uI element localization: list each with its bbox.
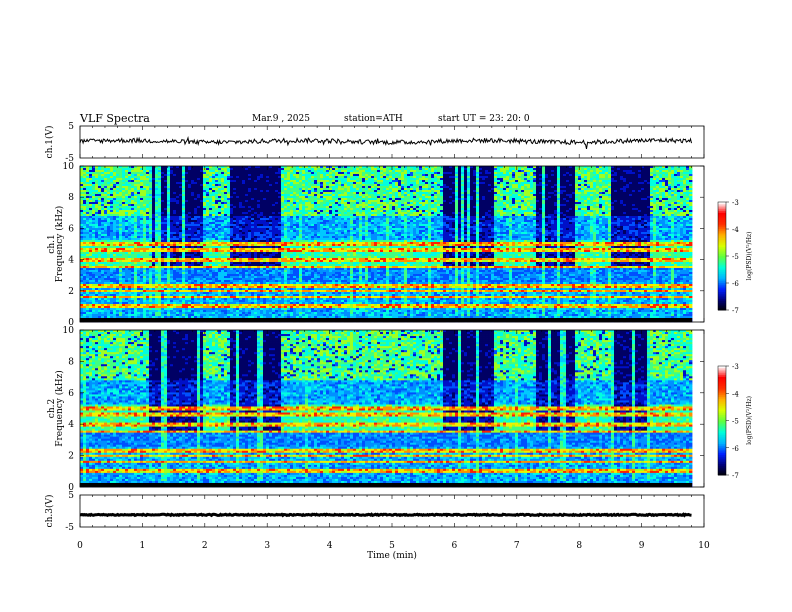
ch1-spec-ylabel: Frequency (kHz): [54, 206, 65, 283]
ch2-spectrogram: [80, 330, 692, 487]
ch1-waveform-trace: [80, 138, 692, 149]
ch1-spectrogram: [80, 166, 692, 322]
ch1-waveform-ylabel: ch.1(V): [44, 126, 55, 159]
ch2-colorbar-tick: -7: [732, 472, 739, 480]
ch1-colorbar-label: log(PSD)(V²/Hz): [746, 232, 753, 281]
ch2-colorbar-tick: -3: [732, 363, 739, 371]
w3-frame: [80, 495, 704, 527]
ch2-spec-ytick-label: 10: [63, 326, 75, 336]
xtick-label: 7: [514, 541, 520, 551]
ch3-waveform-ylabel: ch.3(V): [44, 495, 55, 528]
ch2-spec-ytick-label: 4: [68, 420, 74, 430]
ch1-spec-ytick-label: 8: [68, 193, 74, 203]
ch2-spec-ytick-label: 0: [68, 483, 74, 493]
xtick-label: 5: [389, 541, 395, 551]
ch2-colorbar-tick: -6: [732, 445, 739, 453]
ch2-spec-ytick-label: 2: [68, 452, 74, 462]
xtick-label: 9: [639, 541, 645, 551]
ch2-colorbar: [718, 366, 726, 476]
xtick-label: 2: [202, 541, 208, 551]
ch1-colorbar: [718, 202, 726, 311]
xtick-label: 3: [264, 541, 270, 551]
ch1-spec-ytick-label: 2: [68, 287, 74, 297]
ch2-colorbar-label: log(PSD)(V²/Hz): [746, 396, 753, 445]
ch1-spec-ytick-label: 6: [68, 224, 74, 234]
ch1-colorbar-tick: -4: [732, 226, 739, 234]
ch2-spec-ylabel: Frequency (kHz): [54, 370, 65, 447]
ch1-colorbar-tick: -3: [732, 199, 739, 207]
ch2-spec-ytick-label: 6: [68, 389, 74, 399]
xtick-label: 8: [576, 541, 582, 551]
xtick-label: 1: [140, 541, 146, 551]
ch1-spec-ytick-label: 10: [63, 162, 75, 172]
low-freq-strip: [80, 318, 692, 322]
x-axis-label: Time (min): [367, 550, 417, 561]
ch3-waveform-trace: [80, 514, 692, 515]
ch1-spec-ytick-label: 4: [68, 256, 74, 266]
xtick-label: 4: [327, 541, 333, 551]
ch1-waveform-ytick-label: 5: [68, 122, 74, 132]
ch1-colorbar-tick: -5: [732, 253, 739, 261]
ch2-colorbar-tick: -5: [732, 418, 739, 426]
vlf-spectra-figure: 5-5ch.1(V)5-5ch.3(V)0246810ch.1Frequency…: [0, 0, 792, 612]
xtick-label: 10: [698, 541, 710, 551]
ch2-colorbar-tick: -4: [732, 390, 739, 398]
ch3-waveform-ytick-label: -5: [65, 523, 74, 533]
xtick-label: 0: [77, 541, 83, 551]
ch1-colorbar-tick: -7: [732, 307, 739, 315]
low-freq-strip: [80, 483, 692, 487]
ch2-spec-ytick-label: 8: [68, 357, 74, 367]
ch1-colorbar-tick: -6: [732, 280, 739, 288]
xtick-label: 6: [452, 541, 458, 551]
